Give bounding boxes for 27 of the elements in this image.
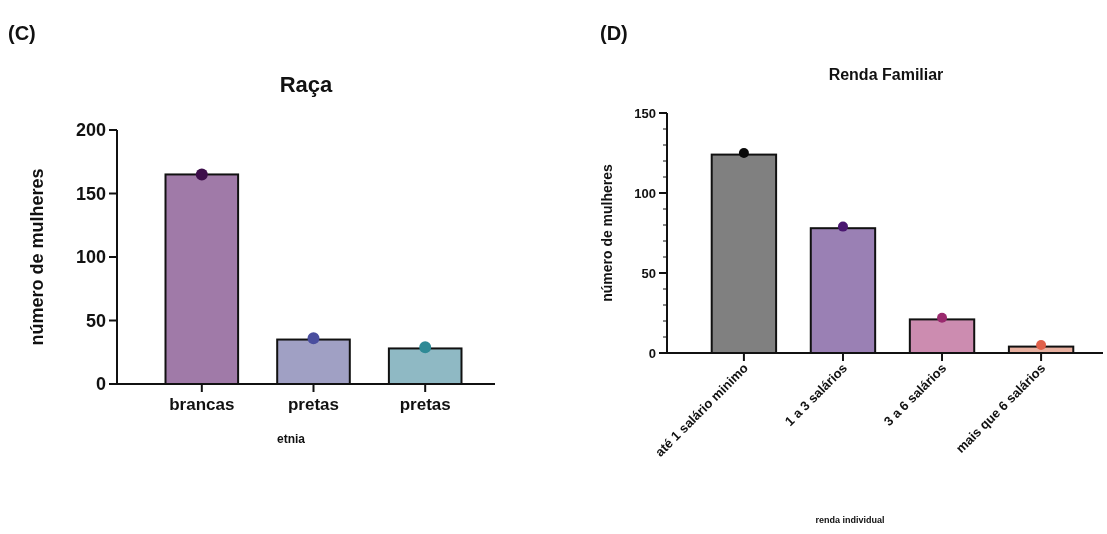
x-axis-title: renda individual: [815, 515, 885, 525]
y-tick-label: 150: [75, 183, 106, 204]
point: [1036, 340, 1047, 350]
y-tick-label: 50: [85, 310, 106, 331]
y-axis-title: número de mulheres: [598, 163, 615, 302]
point: [937, 312, 948, 323]
point: [837, 221, 848, 232]
text: (C): [8, 22, 36, 44]
point: [419, 341, 432, 354]
y-tick-label: 0: [648, 345, 656, 361]
chart-title: Raça: [279, 72, 334, 97]
y-tick-label: 0: [95, 374, 106, 395]
x-tick-label: brancas: [169, 395, 235, 414]
y-tick-label: 100: [75, 247, 106, 268]
chart-title: Renda Familiar: [828, 66, 944, 83]
y-tick-label: 150: [634, 105, 656, 121]
text: (D): [600, 22, 628, 44]
x-tick-label: pretas: [399, 395, 451, 414]
point: [738, 148, 749, 158]
x-tick-label: pretas: [287, 395, 340, 414]
y-tick-label: 100: [634, 185, 656, 201]
y-tick-label: 200: [75, 120, 106, 141]
y-tick-label: 50: [641, 265, 656, 281]
y-axis-title: número de mulheres: [26, 168, 47, 346]
point: [195, 168, 208, 181]
x-axis-title: etnia: [276, 432, 306, 446]
point: [307, 332, 320, 345]
